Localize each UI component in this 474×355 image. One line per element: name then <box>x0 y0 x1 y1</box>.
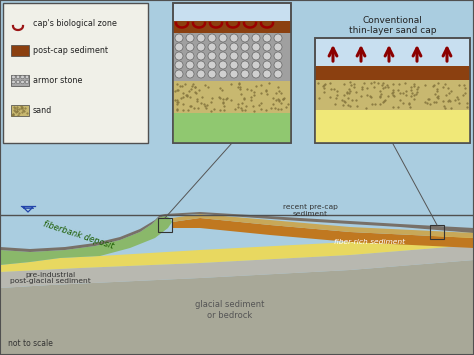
Bar <box>173 81 291 113</box>
Circle shape <box>197 34 205 42</box>
Circle shape <box>186 52 194 60</box>
Polygon shape <box>0 214 167 252</box>
Text: sand: sand <box>33 106 52 115</box>
Circle shape <box>219 61 227 69</box>
Bar <box>173 3 291 143</box>
Polygon shape <box>0 232 474 272</box>
Circle shape <box>263 43 271 51</box>
Circle shape <box>16 75 20 79</box>
Polygon shape <box>0 260 474 355</box>
Bar <box>11 45 29 56</box>
Circle shape <box>219 70 227 78</box>
Text: fiber-rich sediment: fiber-rich sediment <box>335 239 406 245</box>
Circle shape <box>252 34 260 42</box>
Circle shape <box>208 61 216 69</box>
Circle shape <box>12 75 15 79</box>
Circle shape <box>241 34 249 42</box>
Circle shape <box>263 61 271 69</box>
Bar <box>315 38 470 143</box>
Circle shape <box>21 80 24 84</box>
Circle shape <box>186 43 194 51</box>
Bar <box>315 38 470 143</box>
Circle shape <box>208 43 216 51</box>
Circle shape <box>12 80 15 84</box>
Circle shape <box>230 61 238 69</box>
Circle shape <box>208 34 216 42</box>
Bar <box>315 80 470 110</box>
Circle shape <box>241 70 249 78</box>
Circle shape <box>252 43 260 51</box>
Circle shape <box>274 61 282 69</box>
Circle shape <box>274 43 282 51</box>
Circle shape <box>175 43 183 51</box>
Text: post-cap sediment: post-cap sediment <box>33 46 108 55</box>
Circle shape <box>175 52 183 60</box>
Bar <box>173 21 291 33</box>
Polygon shape <box>165 212 474 233</box>
Text: Conventional
thin-layer sand cap: Conventional thin-layer sand cap <box>349 16 436 35</box>
Text: not to scale: not to scale <box>8 339 53 348</box>
Polygon shape <box>0 216 172 265</box>
Circle shape <box>208 70 216 78</box>
Circle shape <box>197 70 205 78</box>
Circle shape <box>175 61 183 69</box>
Circle shape <box>219 43 227 51</box>
Circle shape <box>263 52 271 60</box>
Circle shape <box>263 70 271 78</box>
Text: recent pre-cap
sediment: recent pre-cap sediment <box>283 203 337 217</box>
Bar <box>315 66 470 80</box>
Bar <box>158 218 172 232</box>
Circle shape <box>252 52 260 60</box>
Bar <box>3 3 148 143</box>
Text: armor stone: armor stone <box>33 76 82 85</box>
Polygon shape <box>0 245 474 288</box>
Circle shape <box>263 34 271 42</box>
Circle shape <box>274 52 282 60</box>
Circle shape <box>197 52 205 60</box>
Circle shape <box>219 52 227 60</box>
Bar <box>173 33 291 81</box>
Circle shape <box>230 52 238 60</box>
Text: pre-industrial
post-glacial sediment: pre-industrial post-glacial sediment <box>9 272 91 284</box>
Bar <box>315 110 470 143</box>
Bar <box>430 225 444 239</box>
Circle shape <box>197 43 205 51</box>
Circle shape <box>230 34 238 42</box>
Circle shape <box>219 34 227 42</box>
Circle shape <box>25 80 29 84</box>
Bar <box>11 105 29 116</box>
Circle shape <box>186 70 194 78</box>
Polygon shape <box>172 218 474 248</box>
Circle shape <box>241 52 249 60</box>
Bar <box>11 75 29 86</box>
Bar <box>173 3 291 143</box>
Circle shape <box>186 61 194 69</box>
Bar <box>173 113 291 143</box>
Circle shape <box>274 70 282 78</box>
Circle shape <box>230 70 238 78</box>
Circle shape <box>175 34 183 42</box>
Circle shape <box>274 34 282 42</box>
Circle shape <box>230 43 238 51</box>
Circle shape <box>25 75 29 79</box>
Circle shape <box>16 80 20 84</box>
Circle shape <box>175 70 183 78</box>
Circle shape <box>241 61 249 69</box>
Text: fiberbank deposit: fiberbank deposit <box>42 219 114 251</box>
Circle shape <box>186 34 194 42</box>
Circle shape <box>197 61 205 69</box>
Circle shape <box>252 70 260 78</box>
Text: cap's biological zone: cap's biological zone <box>33 20 117 28</box>
Circle shape <box>21 75 24 79</box>
Polygon shape <box>172 214 474 238</box>
Circle shape <box>208 52 216 60</box>
Text: glacial sediment
or bedrock: glacial sediment or bedrock <box>195 300 264 320</box>
Circle shape <box>252 61 260 69</box>
Circle shape <box>241 43 249 51</box>
